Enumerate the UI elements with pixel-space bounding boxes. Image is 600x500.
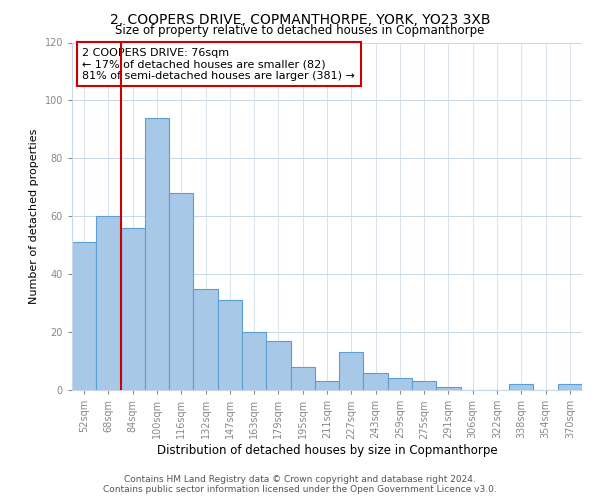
Bar — [315, 382, 339, 390]
Bar — [242, 332, 266, 390]
Bar — [509, 384, 533, 390]
Y-axis label: Number of detached properties: Number of detached properties — [29, 128, 39, 304]
Bar — [388, 378, 412, 390]
Bar — [193, 288, 218, 390]
Bar — [121, 228, 145, 390]
Bar — [412, 382, 436, 390]
X-axis label: Distribution of detached houses by size in Copmanthorpe: Distribution of detached houses by size … — [157, 444, 497, 457]
Bar — [145, 118, 169, 390]
Text: Contains HM Land Registry data © Crown copyright and database right 2024.
Contai: Contains HM Land Registry data © Crown c… — [103, 474, 497, 494]
Bar — [290, 367, 315, 390]
Text: Size of property relative to detached houses in Copmanthorpe: Size of property relative to detached ho… — [115, 24, 485, 37]
Text: 2, COOPERS DRIVE, COPMANTHORPE, YORK, YO23 3XB: 2, COOPERS DRIVE, COPMANTHORPE, YORK, YO… — [110, 12, 490, 26]
Bar — [72, 242, 96, 390]
Bar — [169, 193, 193, 390]
Bar — [266, 341, 290, 390]
Bar — [96, 216, 121, 390]
Bar — [364, 372, 388, 390]
Text: 2 COOPERS DRIVE: 76sqm
← 17% of detached houses are smaller (82)
81% of semi-det: 2 COOPERS DRIVE: 76sqm ← 17% of detached… — [82, 48, 355, 81]
Bar — [436, 387, 461, 390]
Bar — [218, 300, 242, 390]
Bar — [339, 352, 364, 390]
Bar — [558, 384, 582, 390]
